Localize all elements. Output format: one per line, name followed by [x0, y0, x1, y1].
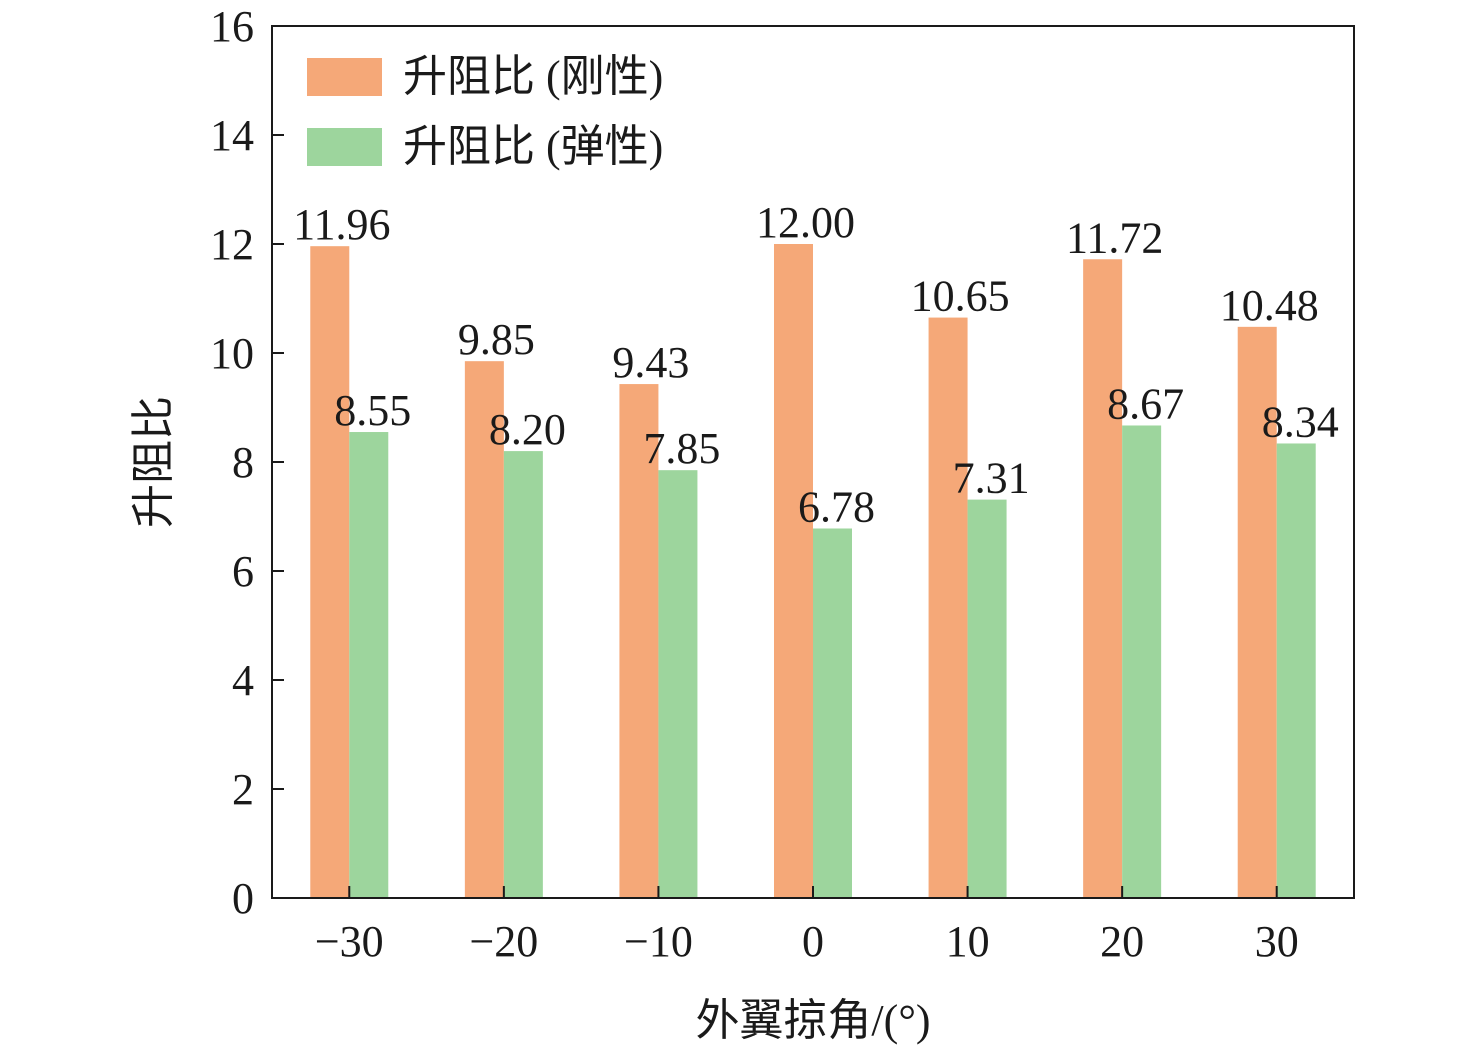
bar [310, 246, 350, 898]
bar [1122, 425, 1162, 898]
legend-swatch [307, 58, 382, 96]
y-tick-label: 14 [210, 111, 254, 160]
legend-label: 升阻比 (弹性) [403, 122, 663, 171]
data-labels-layer: 11.96 9.85 9.43 12.00 10.65 11.72 10.48 8.55 8.2… [293, 198, 1339, 531]
y-tick-label: 2 [232, 765, 254, 814]
bar [619, 384, 659, 898]
bar-value-label: 8.55 [334, 386, 411, 435]
bar-value-label: 11.96 [293, 200, 390, 249]
x-tick-label: −20 [469, 917, 538, 966]
y-tick-label: 6 [232, 547, 254, 596]
bar [658, 470, 698, 898]
bar [813, 528, 852, 898]
bar-value-label: 12.00 [756, 198, 855, 247]
y-tick-label: 4 [232, 656, 254, 705]
x-axis-title: 外翼掠角/(°) [695, 996, 930, 1045]
bars-layer [310, 244, 1316, 899]
x-tick-label: 30 [1255, 917, 1299, 966]
bar-value-label: 9.43 [612, 338, 689, 387]
y-tick-label: 16 [210, 2, 254, 51]
y-axis-title: 升阻比 [129, 396, 178, 528]
bar-value-label: 10.65 [911, 272, 1010, 321]
bar-value-label: 7.85 [643, 424, 720, 473]
x-tick-label: 20 [1100, 917, 1144, 966]
legend: 升阻比 (刚性) 升阻比 (弹性) [307, 52, 663, 171]
bar-value-label: 7.31 [953, 454, 1030, 503]
y-tick-label: 12 [210, 220, 254, 269]
x-tick-label: −10 [624, 917, 693, 966]
x-axis: −30 −20 −10 0 10 20 30 [315, 886, 1299, 966]
bar-value-label: 9.85 [458, 315, 535, 364]
y-tick-label: 8 [232, 438, 254, 487]
bar [464, 361, 504, 898]
bar [1237, 326, 1277, 899]
bar [1276, 443, 1316, 898]
x-tick-label: 0 [802, 917, 824, 966]
bar [928, 317, 968, 898]
x-tick-label: −30 [315, 917, 384, 966]
bar-value-label: 8.20 [489, 405, 566, 454]
bar [1083, 259, 1123, 898]
y-tick-label: 0 [232, 874, 254, 923]
bar [774, 244, 813, 898]
x-tick-label: 10 [946, 917, 990, 966]
bar [349, 432, 389, 898]
bar-value-label: 6.78 [798, 482, 875, 531]
bar-value-label: 8.67 [1107, 379, 1184, 428]
legend-label: 升阻比 (刚性) [403, 52, 663, 101]
y-axis: 0 2 4 6 8 10 12 14 16 [210, 2, 284, 923]
bar-value-label: 11.72 [1066, 213, 1163, 262]
legend-swatch [307, 128, 382, 166]
bar-value-label: 10.48 [1220, 281, 1319, 330]
bar-value-label: 8.34 [1262, 397, 1339, 446]
y-tick-label: 10 [210, 329, 254, 378]
bar [967, 499, 1007, 898]
bar [503, 451, 543, 898]
